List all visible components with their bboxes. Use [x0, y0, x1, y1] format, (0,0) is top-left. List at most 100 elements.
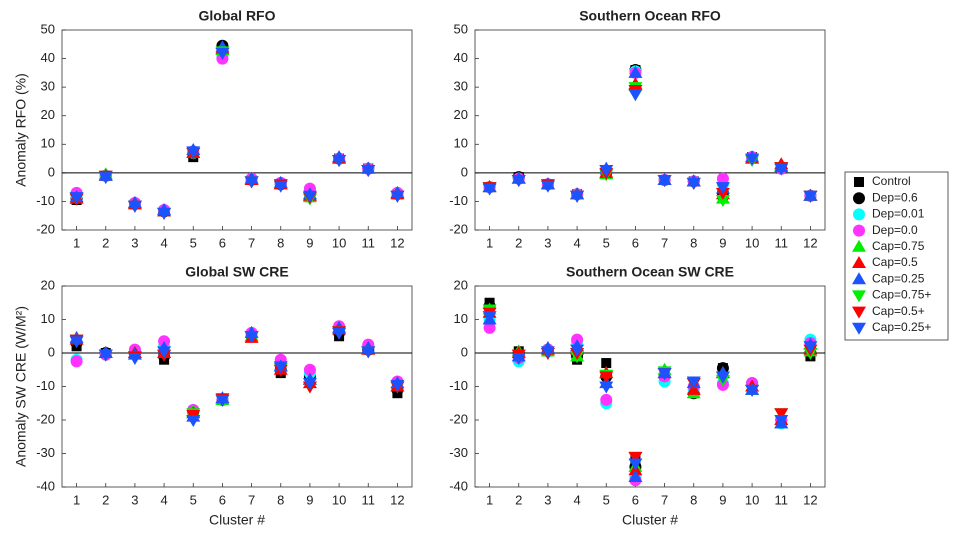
marker-triangle-down	[852, 322, 866, 335]
y-tick-label: -10	[449, 193, 468, 208]
plot-frame	[474, 29, 826, 231]
marker-triangle-up	[852, 256, 866, 268]
marker-triangle-down	[686, 177, 701, 190]
x-tick-label: 6	[219, 235, 226, 250]
plot-frame	[61, 29, 413, 231]
x-tick-label: 1	[73, 235, 80, 250]
marker-triangle-down	[302, 190, 317, 203]
marker-triangle-down	[127, 353, 142, 366]
legend-label: Dep=0.01	[872, 207, 925, 221]
marker-circle	[600, 393, 613, 406]
y-tick-label: -10	[36, 378, 55, 393]
marker-triangle-down	[332, 327, 347, 340]
x-tick-label: 12	[390, 492, 404, 507]
y-tick-label: -30	[36, 445, 55, 460]
x-tick-label: 9	[306, 492, 313, 507]
x-tick-label: 5	[190, 235, 197, 250]
marker-triangle-down	[657, 175, 672, 187]
marker-triangle-up	[852, 272, 866, 285]
legend-label: Cap=0.5	[872, 255, 918, 269]
x-tick-label: 3	[544, 235, 551, 250]
marker-triangle-down	[715, 195, 730, 207]
marker-triangle-down	[803, 190, 818, 203]
marker-circle	[716, 172, 729, 185]
x-tick-label: 2	[102, 235, 109, 250]
y-tick-label: 0	[461, 164, 468, 179]
y-tick-label: -30	[449, 445, 468, 460]
x-tick-label: 10	[745, 492, 759, 507]
marker-triangle-down	[570, 190, 585, 203]
y-tick-label: -20	[449, 411, 468, 426]
marker-square	[601, 358, 612, 369]
marker-triangle-down	[332, 155, 347, 167]
marker-triangle-down	[686, 376, 701, 389]
marker-triangle-down	[157, 346, 172, 359]
x-tick-label: 6	[219, 492, 226, 507]
x-tick-label: 12	[803, 492, 817, 507]
marker-triangle-down	[482, 183, 497, 196]
y-tick-label: 10	[454, 311, 468, 326]
marker-circle	[70, 355, 83, 368]
x-tick-label: 12	[390, 235, 404, 250]
x-tick-label: 4	[160, 492, 167, 507]
x-tick-label: 9	[719, 235, 726, 250]
marker-triangle-down	[302, 378, 317, 391]
y-tick-label: 0	[48, 344, 55, 359]
x-tick-label: 11	[362, 492, 376, 507]
x-tick-label: 10	[332, 492, 346, 507]
marker-circle	[853, 192, 865, 205]
x-tick-label: 7	[661, 235, 668, 250]
marker-triangle-down	[511, 175, 526, 187]
marker-circle	[853, 208, 865, 221]
y-tick-label: -20	[36, 411, 55, 426]
marker-triangle-down	[186, 415, 201, 427]
y-tick-label: 40	[41, 50, 55, 65]
marker-triangle-down	[361, 165, 376, 177]
y-tick-label: 20	[41, 107, 55, 122]
legend-label: Cap=0.75	[872, 239, 925, 253]
legend-label: Dep=0.6	[872, 190, 918, 204]
marker-triangle-down	[482, 311, 497, 324]
marker-triangle-up	[852, 239, 866, 252]
marker-triangle-down	[628, 451, 643, 464]
y-tick-label: 20	[454, 107, 468, 122]
marker-triangle-down	[599, 165, 614, 177]
x-tick-label: 2	[102, 492, 109, 507]
marker-triangle-down	[657, 368, 672, 381]
x-tick-label: 5	[190, 492, 197, 507]
y-tick-label: -10	[449, 378, 468, 393]
marker-triangle-down	[244, 176, 259, 189]
x-tick-label: 7	[248, 235, 255, 250]
y-tick-label: 30	[41, 79, 55, 94]
marker-triangle-down	[774, 408, 789, 421]
marker-square	[854, 177, 864, 187]
y-tick-label: 20	[41, 277, 55, 292]
marker-triangle-down	[98, 349, 113, 362]
plot-frame	[61, 285, 413, 488]
marker-triangle-down	[361, 346, 376, 359]
x-tick-label: 7	[248, 492, 255, 507]
legend-label: Cap=0.25	[872, 271, 925, 285]
marker-triangle-down	[599, 371, 614, 384]
marker-triangle-down	[774, 415, 789, 427]
marker-triangle-down	[628, 458, 643, 471]
marker-triangle-down	[540, 346, 555, 359]
legend-label: Cap=0.25+	[872, 320, 931, 334]
x-tick-label: 8	[277, 235, 284, 250]
marker-triangle-down	[599, 381, 614, 394]
y-tick-label: 10	[454, 136, 468, 151]
y-tick-label: 50	[454, 21, 468, 36]
y-axis-label: Anomaly SW CRE (W/M²)	[13, 306, 29, 467]
marker-triangle-up	[628, 469, 643, 482]
marker-triangle-down	[715, 371, 730, 384]
marker-triangle-down	[127, 200, 142, 213]
y-tick-label: 10	[41, 136, 55, 151]
y-tick-label: 10	[41, 311, 55, 326]
chart-title: Southern Ocean SW CRE	[566, 264, 734, 280]
x-tick-label: 9	[306, 235, 313, 250]
marker-triangle-down	[628, 89, 643, 102]
marker-triangle-down	[157, 207, 172, 220]
x-tick-label: 4	[573, 235, 580, 250]
x-tick-label: 3	[131, 492, 138, 507]
